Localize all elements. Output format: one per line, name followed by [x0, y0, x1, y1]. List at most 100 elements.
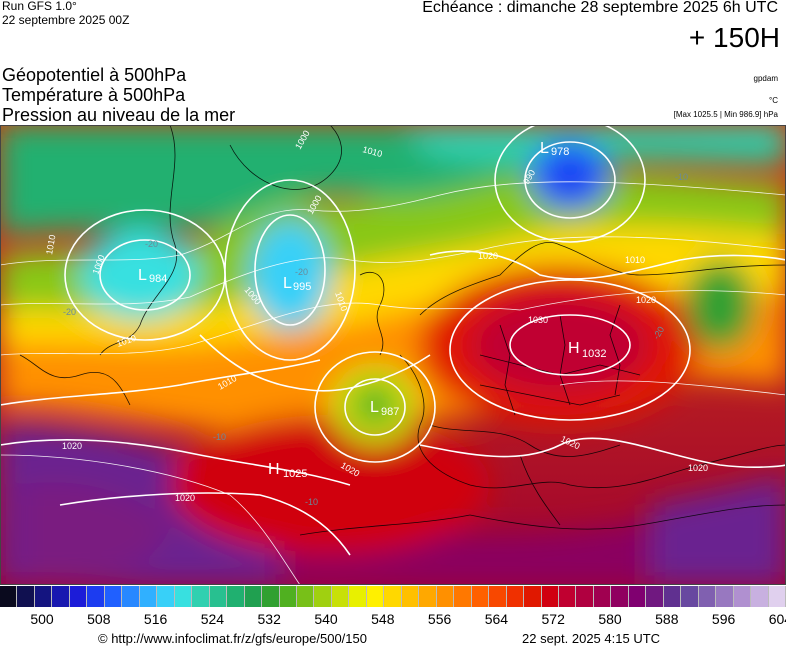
colorbar-swatch	[192, 586, 210, 607]
svg-text:H: H	[568, 340, 580, 357]
colorbar-swatch	[698, 586, 717, 607]
generation-timestamp: 22 sept. 2025 4:15 UTC	[522, 631, 661, 646]
svg-text:L: L	[138, 267, 147, 284]
colorbar-tick-label: 580	[598, 611, 622, 627]
isobar-label: 1020	[478, 251, 498, 261]
colorbar-swatch	[209, 586, 228, 607]
colorbar-swatch	[157, 586, 175, 607]
temperature-label: -10	[675, 172, 688, 182]
unit-temperature: °C	[769, 96, 778, 105]
temperature-label: -20	[145, 239, 158, 249]
colorbar-tick-label: 572	[541, 611, 565, 627]
colorbar-swatch	[262, 586, 280, 607]
low-centre: L 995	[283, 275, 311, 293]
svg-text:1025: 1025	[283, 468, 307, 480]
credit: © http://www.infoclimat.fr/z/gfs/europe/…	[98, 631, 367, 646]
colorbar-swatch	[122, 586, 140, 607]
colorbar-swatch	[227, 586, 245, 607]
low-centre: L 978	[540, 140, 569, 158]
colorbar-swatch	[628, 586, 647, 607]
colorbar-tick-label: 532	[257, 611, 281, 627]
colorbar-swatch	[139, 586, 158, 607]
colorbar-tick-label: 564	[484, 611, 509, 627]
temperature-label: -20	[63, 307, 76, 317]
forecast-lead-time: + 150H	[688, 22, 780, 53]
colorbar-tick-label: 548	[371, 611, 395, 627]
colorbar-swatch	[733, 586, 752, 607]
svg-text:L: L	[283, 275, 292, 292]
title-pressure: Pression au niveau de la mer	[2, 105, 236, 125]
isobar-label: 1020	[62, 441, 82, 451]
temperature-label: -10	[305, 497, 318, 507]
colorbar-swatch	[576, 586, 594, 607]
colorbar-swatch	[541, 586, 559, 607]
colorbar-swatch	[17, 586, 35, 607]
svg-text:995: 995	[293, 281, 311, 293]
colorbar-swatch	[471, 586, 490, 607]
unit-geopotential: gpdam	[753, 74, 778, 83]
colorbar-tick-label: 604	[768, 611, 786, 627]
colorbar-swatch	[506, 586, 525, 607]
colorbar-tick-label: 500	[30, 611, 54, 627]
svg-text:987: 987	[381, 406, 399, 418]
colorbar-swatch	[0, 586, 18, 607]
svg-text:1032: 1032	[582, 348, 606, 360]
high-centre: H 1025	[268, 461, 307, 480]
colorbar-tick-label: 524	[200, 611, 225, 627]
colorbar-swatch	[104, 586, 123, 607]
colorbar-swatch	[524, 586, 542, 607]
colorbar-swatch	[611, 586, 629, 607]
temperature-label: -10	[213, 432, 226, 442]
colorbar-swatch	[768, 586, 786, 607]
colorbar-swatch	[331, 586, 350, 607]
isobar-label: 1010	[625, 255, 645, 265]
colorbar-tick-label: 596	[711, 611, 736, 627]
colorbar-swatch	[593, 586, 612, 607]
colorbar-swatch	[559, 586, 577, 607]
colorbar-tick-label: 556	[427, 611, 452, 627]
colorbar-swatch	[87, 586, 105, 607]
colorbar-swatch	[349, 586, 367, 607]
colorbar	[0, 586, 786, 607]
colorbar-swatch	[34, 586, 53, 607]
title-geopotential: Géopotentiel à 500hPa	[2, 65, 187, 85]
colorbar-swatch	[401, 586, 420, 607]
colorbar-tick-label: 508	[87, 611, 111, 627]
svg-text:L: L	[370, 399, 379, 416]
colorbar-swatch	[419, 586, 437, 607]
high-centre: H 1032	[568, 340, 606, 360]
colorbar-swatch	[244, 586, 263, 607]
low-centre: L 984	[138, 267, 167, 285]
svg-text:984: 984	[149, 273, 167, 285]
svg-text:H: H	[268, 461, 280, 478]
colorbar-tick-label: 516	[143, 611, 168, 627]
colorbar-swatch	[681, 586, 699, 607]
isobars	[0, 125, 786, 556]
isobar-label: 1020	[636, 295, 656, 305]
weather-map: L 978 L 984 L 995 L 987 H 1032 H 1025 1010 100…	[0, 125, 786, 585]
colorbar-swatch	[646, 586, 664, 607]
colorbar-swatch	[296, 586, 315, 607]
colorbar-ticks: 500 508 516 524 532 540 548 556 564 572 580 588 596 6…	[0, 611, 786, 627]
colorbar-swatch	[174, 586, 193, 607]
isobar-label: 1020	[175, 493, 195, 503]
colorbar-tick-label: 588	[655, 611, 679, 627]
isobar-label: 1030	[528, 315, 548, 325]
colorbar-swatch	[314, 586, 332, 607]
run-date: 22 septembre 2025 00Z	[2, 13, 130, 27]
colorbar-swatch	[279, 586, 297, 607]
title-temperature: Température à 500hPa	[2, 85, 186, 105]
temperature-label: -20	[295, 267, 308, 277]
pressure-centers: L 978 L 984 L 995 L 987 H 1032 H 1025	[138, 140, 606, 480]
isobar-label: 1020	[688, 463, 708, 473]
colorbar-tick-label: 540	[314, 611, 338, 627]
colorbar-swatch	[52, 586, 70, 607]
run-title: Run GFS 1.0°	[2, 0, 77, 13]
colorbar-swatch	[489, 586, 507, 607]
svg-text:L: L	[540, 140, 549, 157]
colorbar-swatch	[751, 586, 769, 607]
svg-text:978: 978	[551, 146, 569, 158]
colorbar-swatch	[454, 586, 472, 607]
colorbar-swatch	[69, 586, 88, 607]
pressure-max-min: [Max 1025.5 | Min 986.9] hPa	[673, 110, 778, 119]
